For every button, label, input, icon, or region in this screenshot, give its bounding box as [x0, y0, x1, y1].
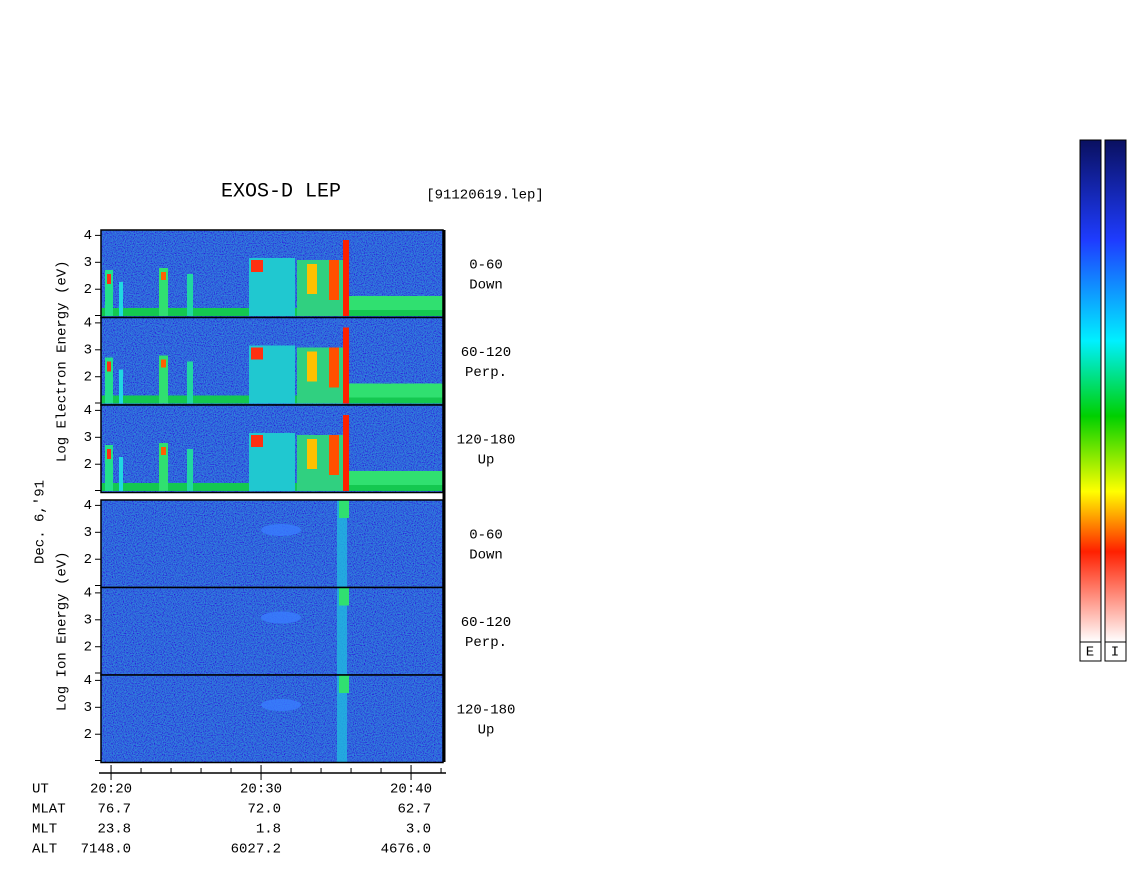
y-tick-label: 2	[84, 457, 92, 473]
y-tick-label: 4	[84, 498, 92, 514]
panel-direction: Perp.	[465, 635, 507, 651]
y-tick-label: 3	[84, 343, 92, 359]
colorbar-label: I	[1111, 645, 1119, 661]
ephemeris-name: MLAT	[32, 802, 66, 818]
panel-angle: 120-180	[457, 433, 516, 449]
y-tick-label: 2	[84, 727, 92, 743]
ephemeris-value: 6027.2	[231, 842, 281, 858]
date-label: Dec. 6,'91	[33, 480, 49, 564]
x-tick-label: 20:30	[240, 782, 282, 798]
ephemeris-value: 1.8	[256, 822, 281, 838]
panel-noise	[101, 500, 443, 588]
ephemeris-value: 62.7	[397, 802, 431, 818]
colorbar-label: E	[1086, 645, 1094, 661]
ephemeris-value: 72.0	[247, 802, 281, 818]
file-name: [91120619.lep]	[426, 188, 544, 204]
y-tick-label: 2	[84, 552, 92, 568]
panel-angle: 60-120	[461, 615, 511, 631]
y-axis-label: Log Electron Energy (eV)	[55, 260, 71, 462]
ephemeris-value: 76.7	[97, 802, 131, 818]
y-tick-label: 4	[84, 586, 92, 602]
y-tick-label: 3	[84, 700, 92, 716]
spectrogram-panels: 2 3 4 2 3 4 2 3 4 2 3 4 2 3 4 2 3 4	[84, 228, 444, 764]
ephemeris-name: ALT	[32, 842, 57, 858]
ephemeris-value: 4676.0	[381, 842, 431, 858]
ephemeris-value: 23.8	[97, 822, 131, 838]
chart-title: EXOS-D LEP	[221, 180, 341, 203]
panel-direction: Up	[478, 723, 495, 739]
panel-direction: Perp.	[465, 365, 507, 381]
panel-angle: 0-60	[469, 258, 503, 274]
colorbar	[1104, 139, 1127, 643]
panel-angle: 0-60	[469, 528, 503, 544]
y-tick-label: 3	[84, 613, 92, 629]
y-tick-label: 2	[84, 282, 92, 298]
time-label: UT	[32, 782, 49, 798]
panel-direction: Down	[469, 548, 503, 564]
y-tick-label: 4	[84, 673, 92, 689]
panel-noise	[101, 675, 443, 763]
x-tick-label: 20:20	[90, 782, 132, 798]
y-tick-label: 3	[84, 255, 92, 271]
y-tick-label: 4	[84, 228, 92, 244]
colorbar	[1079, 139, 1102, 643]
ephemeris-value: 3.0	[406, 822, 431, 838]
ephemeris-value: 7148.0	[81, 842, 131, 858]
y-tick-label: 2	[84, 369, 92, 385]
y-tick-label: 2	[84, 639, 92, 655]
y-tick-label: 3	[84, 525, 92, 541]
y-axis-label: Log Ion Energy (eV)	[55, 551, 71, 711]
panel-angle: 60-120	[461, 345, 511, 361]
y-tick-label: 3	[84, 430, 92, 446]
colorbar-label-box	[1104, 641, 1127, 662]
x-tick-label: 20:40	[390, 782, 432, 798]
panel-direction: Down	[469, 278, 503, 294]
colorbar-label-box	[1079, 641, 1102, 662]
y-tick-label: 4	[84, 403, 92, 419]
y-tick-label: 4	[84, 316, 92, 332]
panel-direction: Up	[478, 453, 495, 469]
ephemeris-name: MLT	[32, 822, 57, 838]
panel-noise	[101, 587, 443, 675]
panel-angle: 120-180	[457, 703, 516, 719]
